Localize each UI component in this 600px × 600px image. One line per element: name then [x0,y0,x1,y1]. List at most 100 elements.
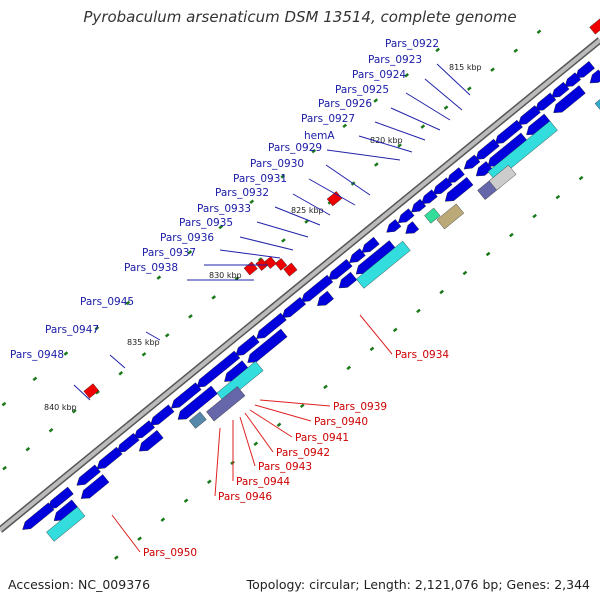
forward-label-leader [436,63,471,96]
tick-dash [276,422,282,428]
tick-dash [2,465,7,471]
tick-dash [374,162,379,167]
forward-gene [317,290,334,306]
tick-dash [323,384,328,390]
forward-gene-label: Pars_0935 [179,217,233,229]
tick-dash [94,325,100,331]
tick-dash [141,352,147,357]
scale-label: 825 kbp [291,206,324,215]
forward-gene [247,328,288,363]
forward-gene [411,198,427,213]
green-gene [424,207,441,224]
reverse-gene-label: Pars_0942 [276,447,330,459]
forward-gene [96,446,123,470]
forward-gene-label: Pars_0931 [233,173,287,185]
reverse-gene-label: Pars_0939 [333,401,387,413]
forward-gene [328,258,353,281]
tick-dash [211,295,217,300]
reverse-gene [264,256,277,269]
forward-gene [421,189,438,205]
tick-dash [71,409,77,414]
tick-dash [299,403,305,409]
reverse-gene [83,383,100,399]
tick-dash [280,174,286,179]
forward-label-leader [374,121,426,141]
reverse-label-leader [359,314,393,355]
tick-dash [257,257,263,262]
forward-label-leader [219,249,281,259]
tick-dash [25,446,31,452]
forward-gene [553,85,586,113]
tick-dash [281,238,286,243]
forward-gene [150,404,175,426]
forward-gene [338,271,358,289]
forward-gene [349,248,366,263]
forward-gene [487,132,528,167]
tick-dash [137,536,142,541]
forward-gene-label: Pars_0932 [215,187,269,199]
forward-label-leader [274,206,321,226]
forward-gene [116,432,140,453]
tick-dash [439,289,445,295]
reverse-label-leader [249,409,293,438]
tick-dash [118,371,124,376]
tick-dash [95,390,100,395]
tick-dash [485,251,491,257]
forward-gene [76,464,101,486]
scale-label: 820 kbp [370,136,403,145]
forward-gene [301,274,334,303]
reverse-gene-label: Pars_0950 [143,547,197,559]
reverse-label-leader [111,514,141,553]
forward-gene [224,360,249,382]
steel-gene [188,411,207,429]
forward-gene [589,69,600,84]
tick-dash [392,327,398,333]
forward-label-leader [145,331,161,341]
forward-gene-label: Pars_0929 [268,142,322,154]
tick-dash [509,232,514,238]
reverse-gene-label: Pars_0934 [395,349,449,361]
slate-gene [206,386,246,422]
forward-gene [494,119,523,145]
reverse-gene [274,258,288,271]
tick-dash [253,441,259,446]
forward-gene [432,177,453,195]
tick-dash [1,401,7,407]
forward-label-leader [390,107,441,131]
forward-gene-label: Pars_0926 [318,98,372,110]
reverse-label-leader [259,399,331,407]
accession-label: Accession: NC_009376 [8,577,151,592]
tick-dash [466,86,472,91]
tick-dash [555,194,561,200]
forward-label-leader [109,354,126,369]
forward-gene-label: Pars_0937 [142,247,196,259]
forward-label-leader [292,193,331,216]
tick-dash [311,148,317,154]
forward-gene [170,382,202,409]
scale-label: 815 kbp [449,63,482,72]
rna-gene [487,120,558,182]
forward-gene [138,429,164,452]
tick-dash [578,175,584,181]
tick-dash [114,555,119,560]
rna-gene [355,240,411,289]
map-title: Pyrobaculum arsenaticum DSM 13514, compl… [83,8,517,26]
scale-label: 830 kbp [209,271,242,280]
tick-dash [63,351,69,356]
tick-dash [513,48,519,53]
tick-dash [206,479,212,484]
tick-dash [304,219,309,224]
forward-label-leader [73,384,91,401]
forward-gene-label: Pars_0945 [80,296,134,308]
forward-gene-label: Pars_0948 [10,349,64,361]
forward-gene-label: Pars_0924 [352,69,406,81]
forward-label-leader [308,178,356,206]
forward-gene-label: Pars_0923 [368,54,422,66]
forward-gene [133,420,156,439]
forward-gene [386,219,402,233]
reverse-label-leader [254,404,312,422]
tick-dash [373,98,379,103]
tick-dash [397,143,402,148]
backbone-line [0,38,600,532]
tick-dash [536,29,542,34]
